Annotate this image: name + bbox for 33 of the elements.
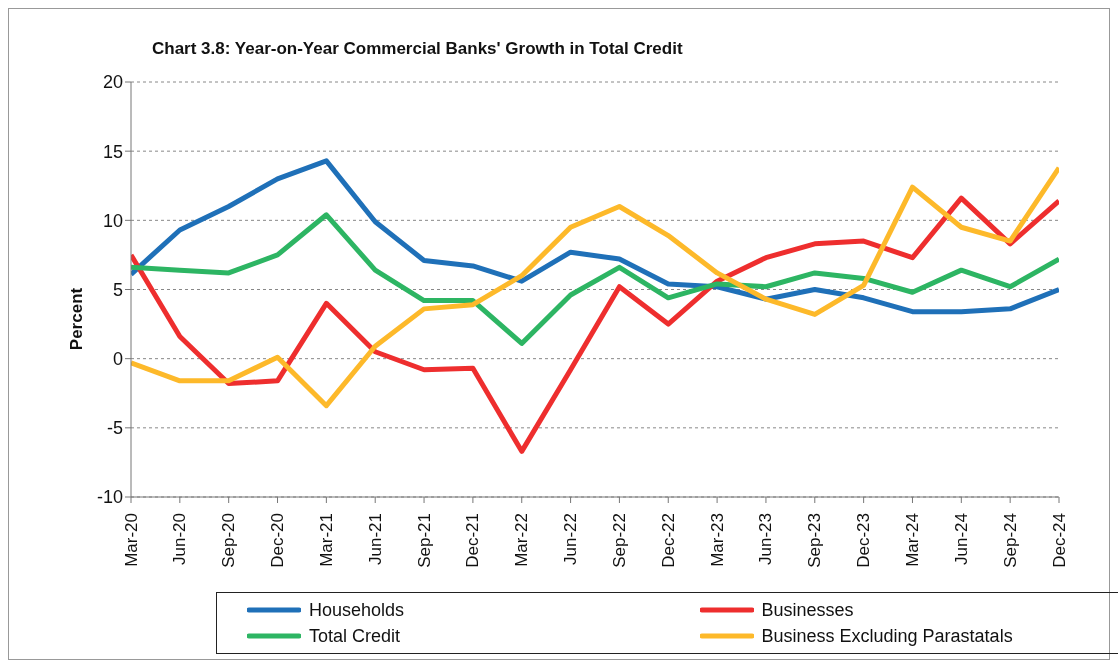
y-tick-label: 0: [112, 349, 123, 370]
x-tick-label: Mar-23: [707, 513, 727, 567]
x-tick-label: Sep-23: [805, 513, 825, 568]
x-tick-label: Jun-23: [756, 513, 776, 565]
x-tick-label: Dec-21: [463, 513, 483, 568]
x-tick-label: Jun-21: [365, 513, 385, 565]
x-tick-label: Dec-24: [1049, 513, 1069, 568]
x-tick-label: Mar-24: [902, 513, 922, 567]
chart-title: Chart 3.8: Year-on-Year Commercial Banks' Growth in Total Credit: [152, 39, 683, 59]
legend-label: Businesses: [761, 599, 854, 621]
y-tick-label: 10: [102, 210, 123, 231]
x-tick-label: Sep-22: [609, 513, 629, 568]
y-tick-label: 5: [112, 279, 123, 300]
y-axis-title: Percent: [67, 287, 87, 351]
x-tick-label: Dec-22: [658, 513, 678, 568]
x-tick-label: Dec-23: [854, 513, 874, 568]
x-tick-label: Sep-24: [1000, 513, 1020, 568]
x-tick-label: Dec-20: [268, 513, 288, 568]
y-tick-label: -5: [106, 418, 123, 439]
x-tick-label: Mar-21: [316, 513, 336, 567]
x-tick-label: Sep-20: [219, 513, 239, 568]
x-tick-label: Mar-20: [121, 513, 141, 567]
y-tick-label: -10: [96, 487, 123, 508]
x-tick-label: Sep-21: [414, 513, 434, 568]
legend-label: Total Credit: [309, 625, 401, 647]
x-tick-label: Jun-20: [170, 513, 190, 565]
y-tick-label: 20: [102, 72, 123, 93]
x-tick-label: Jun-24: [951, 513, 971, 565]
x-tick-label: Jun-22: [561, 513, 581, 565]
x-tick-label: Mar-22: [512, 513, 532, 567]
y-tick-label: 15: [102, 141, 123, 162]
legend-label: Households: [309, 599, 405, 621]
legend-label: Business Excluding Parastatals: [761, 625, 1013, 647]
